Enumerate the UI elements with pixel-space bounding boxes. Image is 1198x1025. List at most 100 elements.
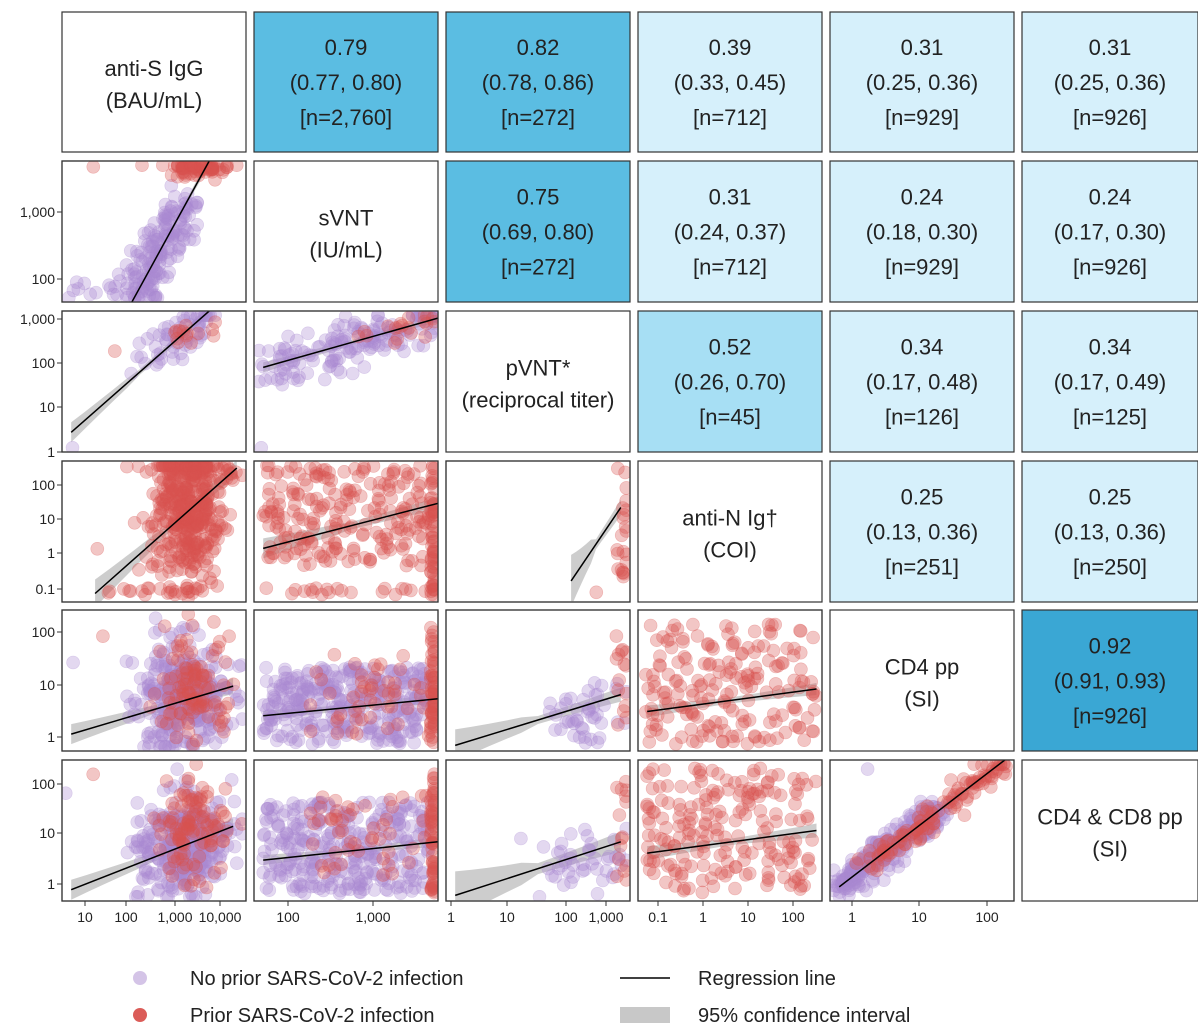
data-point [364, 340, 379, 355]
data-point [416, 812, 431, 827]
data-point [877, 853, 892, 867]
data-point [357, 680, 372, 694]
data-point [311, 813, 326, 828]
data-point [677, 650, 692, 664]
data-point [348, 656, 362, 671]
regression-line [70, 311, 210, 433]
data-point [185, 461, 199, 472]
data-point [160, 813, 174, 827]
data-point [865, 835, 879, 850]
data-point [174, 469, 188, 483]
data-point [177, 166, 192, 180]
data-point [337, 815, 351, 830]
data-point [901, 818, 916, 833]
data-point [396, 709, 411, 723]
data-point [780, 641, 794, 656]
data-point [185, 521, 200, 535]
data-point [802, 861, 817, 876]
data-point [180, 461, 194, 472]
data-point [144, 462, 159, 477]
data-point [365, 817, 380, 832]
data-point [383, 542, 398, 557]
data-point [327, 864, 342, 879]
data-point [860, 762, 875, 776]
data-point [173, 788, 188, 802]
confidence-interval: (0.77, 0.80) [290, 70, 403, 95]
data-point [174, 498, 188, 512]
data-point [213, 505, 227, 519]
data-point [425, 469, 438, 483]
data-point [309, 665, 324, 679]
data-point [155, 813, 169, 828]
data-point [788, 845, 802, 860]
data-point [425, 311, 438, 326]
data-point [295, 879, 310, 894]
data-point [407, 735, 421, 750]
data-point [907, 825, 922, 840]
data-point [150, 816, 164, 831]
data-point [181, 774, 195, 789]
data-point [167, 688, 181, 703]
data-point [193, 677, 207, 692]
data-point [425, 526, 438, 541]
data-point [643, 724, 658, 739]
data-point [203, 500, 217, 515]
data-point [396, 648, 411, 663]
data-point [427, 566, 438, 581]
data-point [175, 680, 189, 694]
data-point [301, 492, 316, 506]
data-point [416, 515, 431, 530]
data-point [915, 829, 929, 844]
data-point [331, 803, 345, 818]
data-point [740, 736, 755, 751]
data-point [307, 681, 321, 696]
data-point [170, 687, 185, 701]
data-point [354, 712, 369, 727]
data-point [313, 549, 328, 564]
data-point [172, 830, 187, 845]
panel-frame [61, 160, 247, 303]
data-point [194, 520, 209, 535]
data-point [371, 733, 385, 747]
data-point [180, 646, 194, 660]
confidence-band [71, 678, 234, 745]
correlation-coefficient: 0.31 [709, 185, 752, 210]
data-point [368, 671, 383, 685]
data-point [640, 769, 654, 784]
data-point [170, 249, 185, 264]
data-point [920, 821, 934, 836]
data-point [177, 474, 192, 489]
data-point [427, 519, 438, 534]
data-point [158, 229, 172, 244]
data-point [231, 695, 246, 710]
data-point [189, 809, 204, 824]
data-point [269, 733, 284, 748]
data-point [897, 854, 912, 868]
legend-item: Regression line [620, 968, 836, 990]
data-point [695, 825, 709, 839]
data-point [263, 797, 278, 812]
data-point [619, 547, 630, 562]
data-point [198, 697, 212, 712]
data-point [740, 790, 755, 805]
data-point [206, 533, 220, 547]
data-point [153, 501, 167, 516]
data-point [179, 662, 194, 676]
data-point [965, 773, 980, 788]
regression-line [263, 698, 438, 717]
data-point [154, 682, 169, 697]
data-point [357, 360, 372, 374]
data-point [187, 674, 202, 689]
data-point [769, 814, 784, 829]
data-point [386, 681, 401, 695]
data-point [202, 502, 217, 517]
data-point [339, 866, 354, 881]
scatter-panel [62, 760, 246, 901]
data-point [642, 735, 657, 749]
data-point [165, 715, 180, 730]
data-point [329, 856, 343, 871]
data-point [536, 840, 551, 854]
data-point [569, 712, 584, 727]
data-point [619, 873, 630, 887]
data-point [839, 871, 853, 886]
